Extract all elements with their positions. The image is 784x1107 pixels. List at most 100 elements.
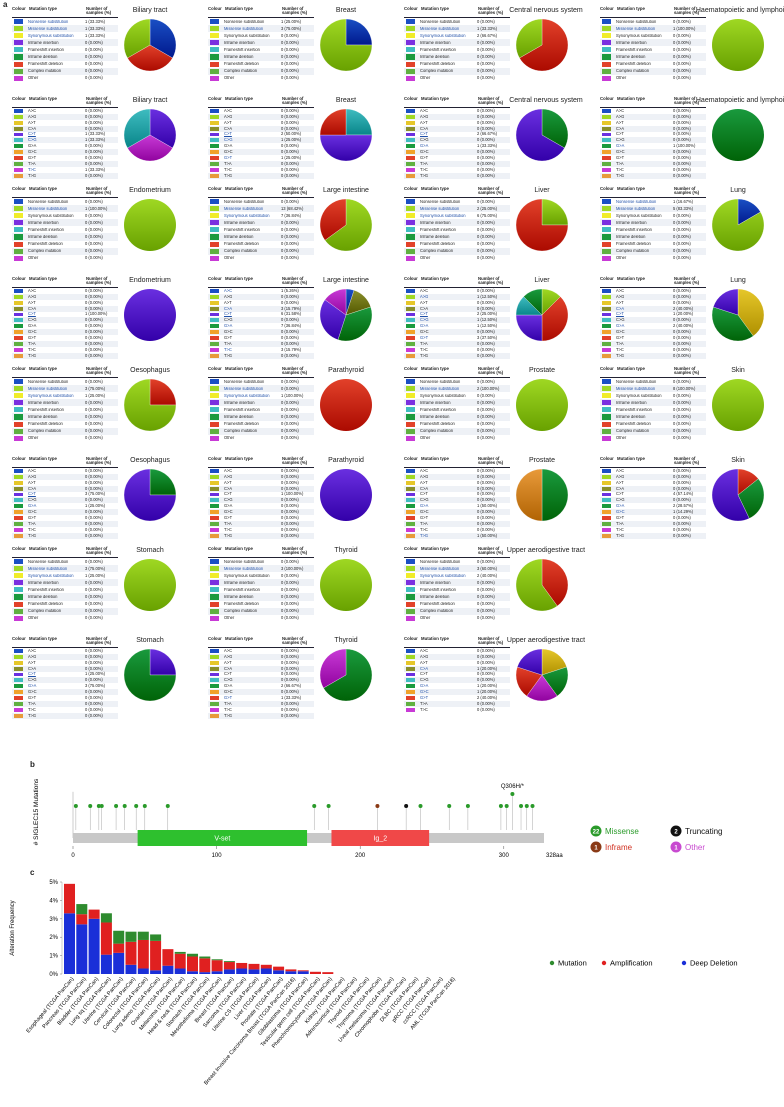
mutation-label[interactable]: Nonsense substitution <box>616 199 657 204</box>
mutation-label[interactable]: Missense substitution <box>616 386 656 391</box>
lollipop-head[interactable] <box>165 804 170 808</box>
mutation-label[interactable]: A>C <box>224 288 233 293</box>
mutation-label[interactable]: Missense substitution <box>420 26 460 31</box>
bar-amplification[interactable] <box>174 953 186 969</box>
bar-deep-deletion[interactable] <box>297 971 309 974</box>
mutation-label[interactable]: Missense substitution <box>28 386 68 391</box>
bar-deep-deletion[interactable] <box>260 968 272 974</box>
bar-amplification[interactable] <box>199 958 211 973</box>
lollipop-head[interactable] <box>498 804 503 808</box>
bar-deep-deletion[interactable] <box>174 968 186 974</box>
mutation-label[interactable]: A>G <box>420 294 429 299</box>
mutation-label[interactable]: Synonymous substitution <box>28 573 74 578</box>
mutation-label[interactable]: G>A <box>616 504 625 509</box>
mutation-label[interactable]: G>A <box>28 504 37 509</box>
lollipop-head[interactable] <box>375 804 380 808</box>
mutation-label[interactable]: Synonymous substitution <box>28 33 74 38</box>
mutation-label[interactable]: T>G <box>420 533 429 538</box>
lollipop-head[interactable] <box>88 804 93 808</box>
bar-deep-deletion[interactable] <box>248 969 260 974</box>
mutation-label[interactable]: G>T <box>420 696 429 701</box>
bar-deep-deletion[interactable] <box>162 965 174 974</box>
bar-amplification[interactable] <box>236 962 248 969</box>
mutation-label[interactable]: Missense substitution <box>28 26 68 31</box>
bar-amplification[interactable] <box>125 941 137 965</box>
bar-amplification[interactable] <box>137 939 149 969</box>
lollipop-head[interactable] <box>418 804 423 808</box>
bar-mutation[interactable] <box>150 934 162 941</box>
mutation-label[interactable]: Missense substitution <box>420 206 460 211</box>
lollipop-head[interactable] <box>465 804 470 808</box>
mutation-label[interactable]: Synonymous substitution <box>224 393 270 398</box>
lollipop-head[interactable] <box>73 804 78 808</box>
lollipop-head[interactable] <box>519 804 524 808</box>
bar-amplification[interactable] <box>310 971 321 974</box>
mutation-label[interactable]: T>C <box>224 347 232 352</box>
bar-deep-deletion[interactable] <box>137 968 149 974</box>
mutation-label[interactable]: C>A <box>224 306 233 311</box>
lollipop-head[interactable] <box>510 792 515 796</box>
bar-deep-deletion[interactable] <box>100 954 112 974</box>
bar-mutation[interactable] <box>100 913 112 923</box>
mutation-label[interactable]: Synonymous substitution <box>28 393 74 398</box>
bar-amplification[interactable] <box>211 960 223 972</box>
lollipop-head[interactable] <box>326 804 331 808</box>
mutation-label[interactable]: G>A <box>420 684 429 689</box>
mutation-label[interactable]: Synonymous substitution <box>420 33 466 38</box>
bar-amplification[interactable] <box>285 969 297 972</box>
mutation-label[interactable]: Missense substitution <box>420 386 460 391</box>
mutation-label[interactable]: G>A <box>224 324 233 329</box>
bar-mutation[interactable] <box>76 904 88 915</box>
bar-amplification[interactable] <box>162 949 174 966</box>
mutation-label[interactable]: G>A <box>420 324 429 329</box>
bar-deep-deletion[interactable] <box>236 968 248 974</box>
bar-deep-deletion[interactable] <box>64 913 75 974</box>
bar-mutation[interactable] <box>137 931 149 940</box>
bar-deep-deletion[interactable] <box>113 952 125 974</box>
bar-deep-deletion[interactable] <box>150 970 162 974</box>
lollipop-head[interactable] <box>134 804 139 808</box>
mutation-label[interactable]: G>A <box>420 504 429 509</box>
mutation-label[interactable]: T>C <box>28 167 36 172</box>
bar-mutation[interactable] <box>223 961 235 963</box>
mutation-label[interactable]: G>A <box>616 144 625 149</box>
bar-amplification[interactable] <box>113 943 125 953</box>
bar-mutation[interactable] <box>199 956 211 959</box>
mutation-label[interactable]: G>T <box>224 156 233 161</box>
lollipop-head[interactable] <box>96 804 101 808</box>
mutation-label[interactable]: C>T <box>28 672 36 677</box>
mutation-label[interactable]: C>T <box>28 492 36 497</box>
mutation-label[interactable]: Missense substitution <box>28 206 68 211</box>
mutation-label[interactable]: G>C <box>420 690 429 695</box>
mutation-label[interactable]: C>A <box>420 666 429 671</box>
bar-deep-deletion[interactable] <box>223 969 235 974</box>
bar-amplification[interactable] <box>322 972 334 974</box>
bar-deep-deletion[interactable] <box>199 972 211 974</box>
bar-amplification[interactable] <box>100 922 112 955</box>
bar-deep-deletion[interactable] <box>187 971 198 974</box>
lollipop-head[interactable] <box>122 804 127 808</box>
mutation-label[interactable]: C>G <box>224 138 233 143</box>
lollipop-head[interactable] <box>142 804 147 808</box>
mutation-label[interactable]: C>T <box>616 312 624 317</box>
bar-deep-deletion[interactable] <box>76 924 88 974</box>
mutation-label[interactable]: C>G <box>28 138 37 143</box>
mutation-label[interactable]: G>A <box>28 684 37 689</box>
lollipop-head[interactable] <box>114 804 119 808</box>
bar-amplification[interactable] <box>88 909 100 919</box>
bar-amplification[interactable] <box>260 964 272 969</box>
mutation-label[interactable]: Synonymous substitution <box>420 573 466 578</box>
bar-mutation[interactable] <box>187 953 198 957</box>
mutation-label[interactable]: C>T <box>28 312 36 317</box>
mutation-label[interactable]: G>T <box>224 696 233 701</box>
bar-amplification[interactable] <box>150 940 162 971</box>
mutation-label[interactable]: C>G <box>420 318 429 323</box>
bar-mutation[interactable] <box>125 931 137 942</box>
lollipop-head[interactable] <box>504 804 509 808</box>
mutation-label[interactable]: C>T <box>420 132 428 137</box>
mutation-label[interactable]: Missense substitution <box>616 206 656 211</box>
bar-deep-deletion[interactable] <box>273 970 285 974</box>
mutation-label[interactable]: Nonsense substitution <box>28 19 69 24</box>
bar-amplification[interactable] <box>223 962 235 970</box>
mutation-label[interactable]: G>A <box>420 144 429 149</box>
